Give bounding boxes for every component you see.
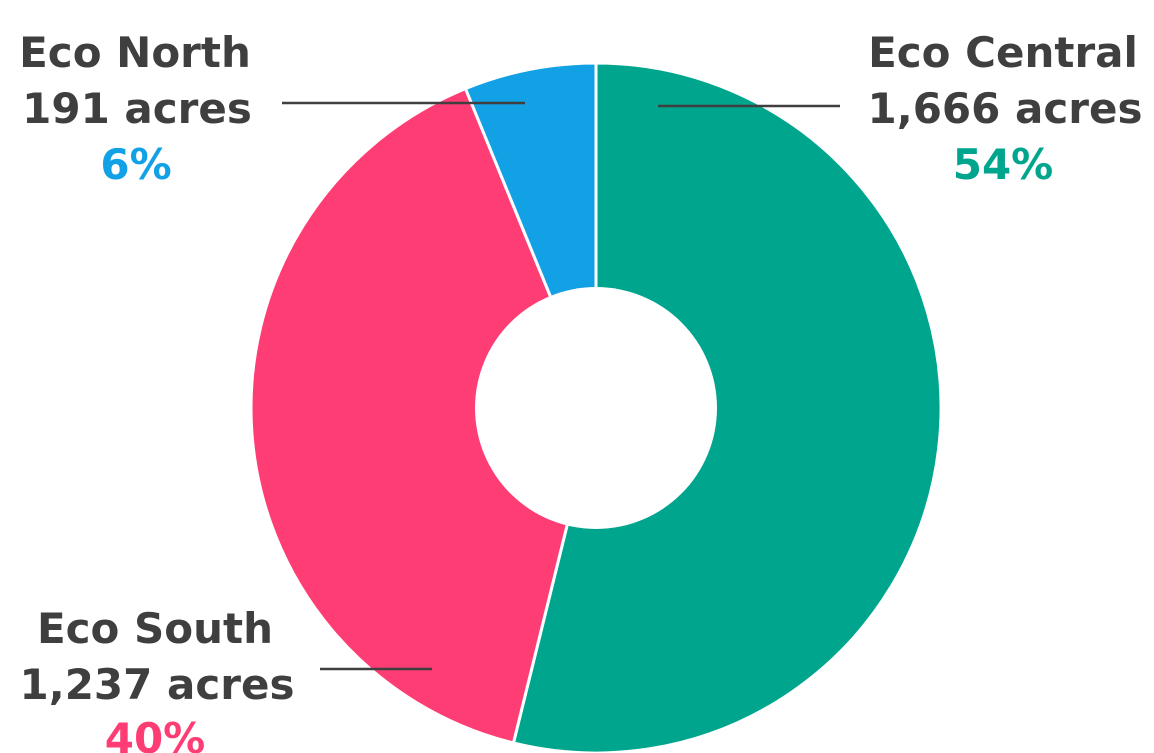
label-eco-south-value: 1,237 acres bbox=[20, 660, 295, 709]
label-eco-north-value: 191 acres bbox=[22, 84, 252, 133]
slice-eco-south bbox=[249, 86, 598, 745]
label-eco-north-percent: 6% bbox=[100, 140, 171, 189]
label-eco-central: Eco Central 1,666 acres 54% bbox=[658, 28, 1142, 189]
label-eco-north-name: Eco North bbox=[19, 28, 251, 77]
donut-slices bbox=[249, 61, 943, 753]
label-eco-central-value: 1,666 acres bbox=[868, 84, 1143, 133]
donut-hole bbox=[475, 287, 717, 529]
label-eco-central-name: Eco Central bbox=[868, 28, 1138, 77]
label-eco-south-name: Eco South bbox=[37, 604, 273, 653]
label-eco-central-percent: 54% bbox=[953, 140, 1054, 189]
label-eco-south-percent: 40% bbox=[105, 714, 206, 753]
label-eco-south: Eco South 1,237 acres 40% bbox=[20, 604, 432, 753]
label-eco-north: Eco North 191 acres 6% bbox=[19, 28, 525, 189]
